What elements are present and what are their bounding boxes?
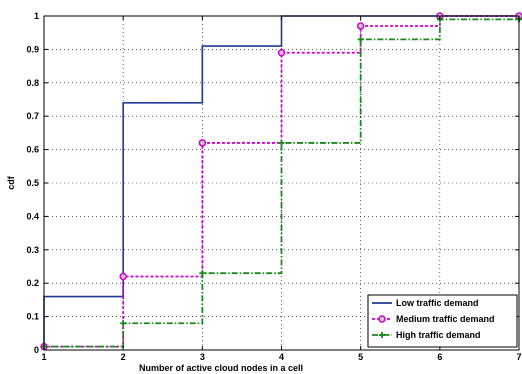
x-tick-label: 4: [279, 352, 284, 362]
legend-label: High traffic demand: [396, 330, 481, 340]
x-tick-label: 6: [437, 352, 442, 362]
y-tick-label: 0.9: [26, 44, 39, 54]
data-point: [278, 139, 285, 146]
y-tick-label: 0: [34, 345, 39, 355]
data-point: [357, 36, 364, 43]
y-tick-label: 0.2: [26, 278, 39, 288]
legend-marker: [379, 332, 385, 338]
y-tick-label: 0.7: [26, 111, 39, 121]
y-tick-label: 0.6: [26, 145, 39, 155]
data-point: [120, 320, 127, 327]
x-tick-label: 5: [358, 352, 363, 362]
y-tick-label: 0.5: [26, 178, 39, 188]
x-tick-label: 3: [200, 352, 205, 362]
data-point: [119, 272, 127, 281]
legend-marker: [378, 315, 386, 323]
legend: Low traffic demand Medium traffic demand H…: [367, 294, 518, 348]
legend-box: [367, 294, 518, 348]
y-tick-label: 1: [34, 11, 39, 21]
legend-label: Low traffic demand: [396, 298, 479, 308]
x-axis-label: Number of active cloud nodes in a cell: [139, 363, 303, 373]
y-axis-label: cdf: [6, 175, 16, 190]
data-point: [198, 139, 207, 147]
data-point: [277, 48, 286, 57]
legend-label: Medium traffic demand: [396, 314, 495, 324]
x-tick-label: 2: [121, 352, 126, 362]
y-tick-label: 0.3: [26, 245, 39, 255]
x-tick-label: 7: [516, 352, 521, 362]
y-tick-label: 0.4: [26, 211, 39, 221]
x-tick-label: 1: [41, 352, 46, 362]
ticks: 1 2 3 4 5 6 7 0 0.1 0.2 0.3 0.4 0.5 0.6 0.7 0.8 0.9 1: [26, 11, 521, 362]
data-point: [199, 270, 206, 277]
data-point: [356, 22, 365, 30]
y-tick-label: 0.8: [26, 78, 39, 88]
y-tick-label: 0.1: [26, 312, 39, 322]
